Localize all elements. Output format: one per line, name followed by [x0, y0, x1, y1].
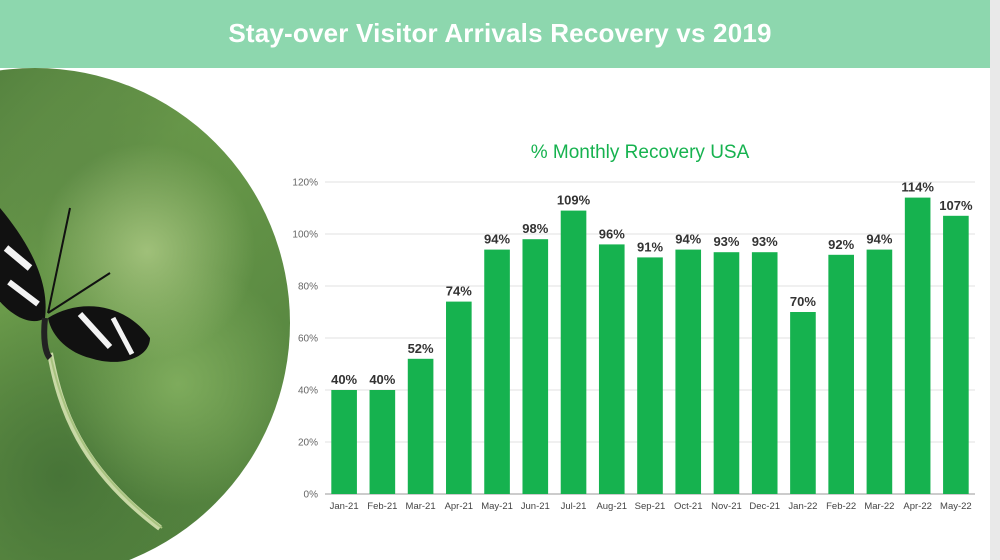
data-label: 93% [752, 234, 778, 249]
x-tick-label: Apr-21 [445, 501, 474, 512]
bar-oct-21 [675, 249, 702, 494]
x-tick-label: Mar-21 [406, 501, 436, 512]
y-tick-label: 20% [298, 438, 318, 449]
butterfly-photo [0, 68, 290, 560]
data-label: 94% [866, 232, 892, 247]
data-label: 96% [599, 226, 625, 241]
bar-dec-21 [751, 252, 778, 494]
data-label: 40% [369, 372, 395, 387]
bar-jun-21 [522, 239, 549, 494]
bar-jul-21 [560, 210, 587, 494]
bar-mar-22 [866, 249, 893, 494]
data-label: 93% [713, 234, 739, 249]
butterfly-icon [0, 207, 163, 531]
data-label: 109% [557, 193, 591, 208]
x-tick-label: Oct-21 [674, 501, 703, 512]
x-tick-label: Jan-21 [330, 501, 359, 512]
chart-title: % Monthly Recovery USA [530, 142, 750, 163]
x-tick-label: Aug-21 [596, 501, 627, 512]
x-tick-label: Apr-22 [903, 501, 932, 512]
bar-apr-22 [904, 197, 931, 494]
page-title: Stay-over Visitor Arrivals Recovery vs 2… [228, 18, 772, 48]
y-tick-label: 120% [292, 178, 318, 189]
y-tick-label: 40% [298, 386, 318, 397]
x-tick-label: Feb-21 [367, 501, 397, 512]
bar-aug-21 [598, 244, 625, 494]
x-tick-label: Mar-22 [864, 501, 894, 512]
data-label: 52% [408, 341, 434, 356]
bar-feb-21 [369, 390, 396, 494]
y-tick-label: 100% [292, 230, 318, 241]
bar-nov-21 [713, 252, 740, 494]
y-tick-label: 60% [298, 334, 318, 345]
bar-mar-21 [407, 358, 434, 494]
bar-sep-21 [637, 257, 663, 494]
data-label: 94% [675, 232, 701, 247]
data-label: 94% [484, 232, 510, 247]
data-label: 74% [446, 284, 472, 299]
x-tick-label: Jun-21 [521, 501, 550, 512]
bar-chart: 0% 20% 40% 60% 80% 100% 120% 40% 40% 52% 74% 94% 98… [292, 178, 975, 512]
x-tick-label: Dec-21 [749, 501, 780, 512]
bar-feb-22 [828, 254, 854, 494]
x-tick-label: Jan-22 [788, 501, 817, 512]
bar-may-21 [484, 249, 510, 494]
data-label: 92% [828, 237, 854, 252]
bar-apr-21 [446, 301, 472, 494]
right-scroll-strip [990, 0, 1000, 560]
x-tick-label: May-22 [940, 501, 972, 512]
x-tick-label: Jul-21 [561, 501, 587, 512]
x-tick-label: Nov-21 [711, 501, 742, 512]
x-tick-label: Sep-21 [635, 501, 666, 512]
data-label: 114% [901, 180, 934, 195]
data-labels: 40% 40% 52% 74% 94% 98% 109% 96% 91% 94% 93% 93% 70%… [331, 180, 973, 387]
header-bar: Stay-over Visitor Arrivals Recovery vs 2… [0, 0, 1000, 68]
y-tick-label: 0% [304, 490, 319, 501]
x-tick-label: Feb-22 [826, 501, 856, 512]
bars [331, 197, 969, 495]
data-label: 70% [790, 294, 816, 309]
data-label: 40% [331, 372, 357, 387]
y-tick-label: 80% [298, 282, 318, 293]
bar-jan-21 [331, 390, 357, 494]
x-tick-label: May-21 [481, 501, 513, 512]
bar-may-22 [943, 215, 969, 495]
data-label: 107% [939, 198, 973, 213]
data-label: 98% [522, 221, 548, 236]
data-label: 91% [637, 239, 663, 254]
photo-panel [0, 68, 300, 560]
x-axis-labels: Jan-21 Feb-21 Mar-21 Apr-21 May-21 Jun-21 Jul-… [330, 501, 972, 512]
y-axis-labels: 0% 20% 40% 60% 80% 100% 120% [292, 178, 318, 501]
bar-jan-22 [790, 312, 816, 494]
